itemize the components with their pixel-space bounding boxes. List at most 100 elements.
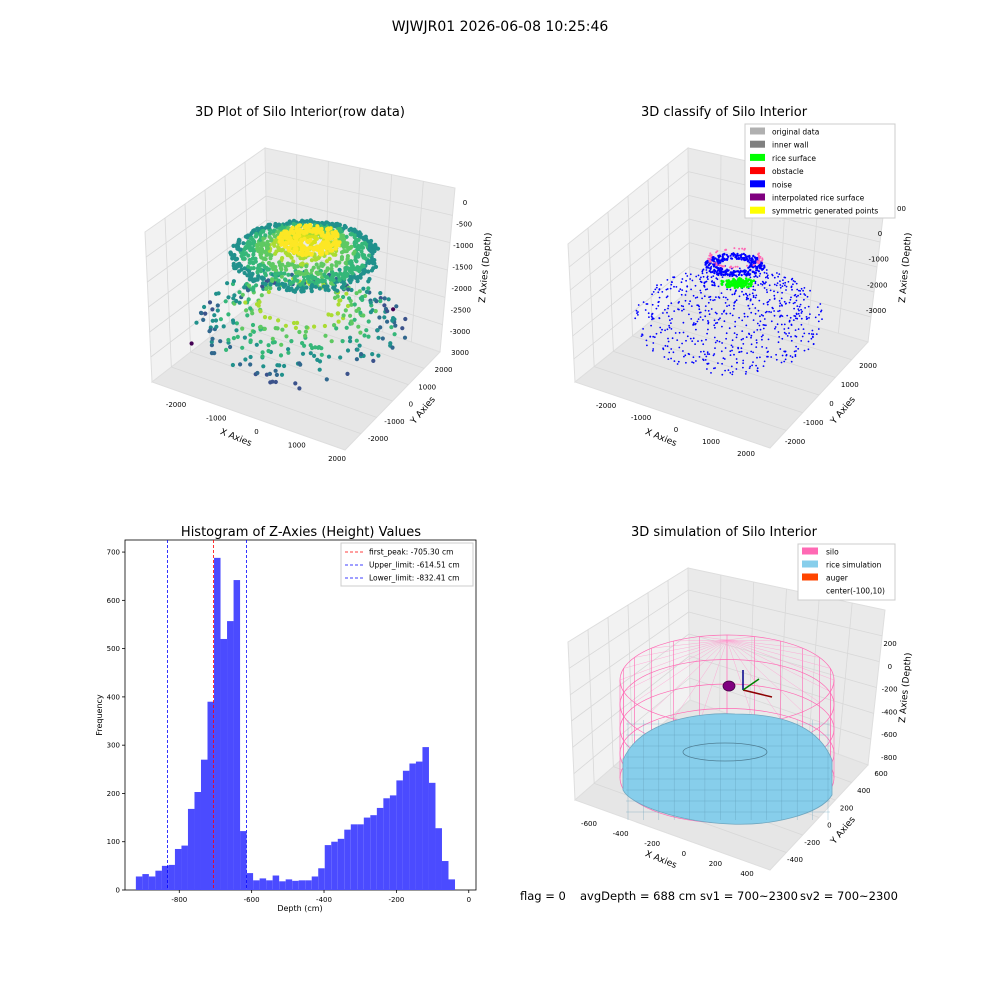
classify-noise-point: [642, 328, 644, 330]
raw-data-point: [279, 372, 285, 377]
classify-noise-point: [777, 310, 779, 313]
raw-data-point: [264, 286, 269, 291]
classify-noise-point: [800, 317, 803, 320]
classify-noise-point: [659, 326, 662, 329]
raw-data-point: [276, 318, 281, 323]
classify-noise-point: [784, 276, 787, 279]
classify-noise-point: [771, 274, 774, 277]
raw-data-point: [246, 283, 252, 288]
classify-noise-point: [717, 259, 720, 262]
raw-data-point: [339, 257, 344, 262]
classify-noise-point: [815, 333, 818, 335]
simulation-x-tick-label: 200: [709, 860, 722, 868]
classify-noise-point: [734, 325, 736, 328]
classify-legend-swatch: [750, 167, 765, 175]
simulation-legend-label: rice simulation: [826, 561, 882, 570]
classify-noise-point: [763, 287, 766, 289]
raw-data-point: [229, 252, 234, 257]
classify-noise-point: [794, 335, 797, 337]
classify-noise-point: [671, 337, 674, 340]
classify-noise-point: [704, 263, 707, 266]
raw-data-point: [247, 269, 252, 274]
raw-data-point: [251, 239, 256, 244]
classify-noise-point: [708, 353, 711, 355]
raw-data-point: [232, 252, 237, 258]
classify-noise-point: [795, 282, 798, 285]
classify-noise-point: [773, 290, 775, 293]
histogram-bar: [422, 747, 429, 890]
raw-data-point: [267, 315, 273, 320]
classify-noise-point: [809, 289, 811, 292]
silo-roof-line: [673, 639, 728, 720]
silo-roof-line: [726, 639, 831, 669]
classify-legend-swatch: [750, 140, 765, 148]
classify-noise-point: [715, 271, 718, 274]
raw-data-point: [297, 386, 302, 391]
classify-noise-point: [718, 268, 721, 272]
classify-noise-point: [728, 273, 731, 276]
classify-noise-point: [783, 328, 786, 330]
classify-noise-point: [756, 329, 759, 331]
raw-data-point: [221, 324, 226, 329]
raw-data-point: [354, 338, 359, 343]
classify-noise-point: [721, 325, 723, 328]
raw-data-point: [286, 347, 291, 352]
raw-data-point: [262, 326, 267, 331]
classify-noise-point: [796, 305, 799, 307]
classify-x-ticks: -2000 -1000 0 1000 2000: [596, 402, 755, 458]
raw-grid-line: [229, 321, 409, 386]
classify-noise-point: [706, 288, 709, 290]
classify-noise-point: [803, 349, 806, 352]
classify-noise-point: [794, 280, 796, 283]
raw-data-point: [224, 347, 229, 352]
classify-noise-point: [748, 332, 750, 335]
classify-noise-point: [691, 279, 694, 282]
classify-noise-point: [713, 336, 716, 339]
simulation-x-axis-label: X Axies: [643, 849, 678, 871]
raw-data-point: [308, 218, 313, 223]
raw-data-point: [309, 252, 314, 257]
raw-data-point: [260, 275, 265, 280]
histogram-bar: [227, 621, 234, 890]
raw-data-point: [248, 248, 253, 253]
histogram-x-tick-label: -400: [316, 896, 332, 904]
classify-noise-point: [661, 291, 664, 293]
classify-noise-point: [756, 276, 759, 278]
classify-noise-point: [670, 357, 672, 360]
histogram-bar: [428, 782, 436, 890]
raw-data-point: [286, 263, 291, 268]
classify-noise-point: [809, 313, 811, 315]
classify-noise-point: [763, 318, 766, 320]
raw-data-point: [312, 353, 317, 358]
classify-noise-point: [640, 335, 643, 337]
classify-noise-point: [728, 304, 731, 307]
raw-data-point: [338, 355, 343, 360]
raw-data-point: [318, 271, 323, 276]
raw-data-point: [341, 281, 346, 286]
raw-data-point: [299, 237, 304, 242]
classify-noise-point: [745, 324, 748, 327]
panel-simulation-3d: 3D simulation of Silo Interior -600-400-…: [567, 525, 914, 878]
raw-data-point: [318, 243, 323, 248]
classify-noise-point: [674, 332, 677, 334]
raw-data-point: [209, 351, 214, 356]
classify-noise-point: [806, 295, 809, 298]
classify-noise-point: [730, 365, 733, 368]
classify-noise-point: [737, 273, 740, 276]
raw-data-point: [236, 237, 242, 242]
histogram-bar: [200, 759, 208, 890]
raw-data-point: [354, 308, 359, 313]
classify-noise-point: [803, 287, 806, 289]
classify-noise-point: [717, 272, 721, 275]
silo-roof-line: [651, 639, 728, 712]
classify-noise-point: [672, 276, 675, 279]
raw-data-point: [279, 274, 284, 279]
raw-x-ticks: -2000 -1000 0 1000 2000: [166, 401, 346, 463]
simulation-y-tick-label: 0: [827, 822, 831, 830]
histogram-bar: [194, 792, 201, 890]
classify-noise-point: [735, 299, 738, 302]
classify-noise-point: [721, 342, 723, 344]
raw-data-point: [270, 336, 275, 341]
classify-noise-point: [731, 373, 734, 376]
classify-noise-point: [807, 305, 810, 308]
